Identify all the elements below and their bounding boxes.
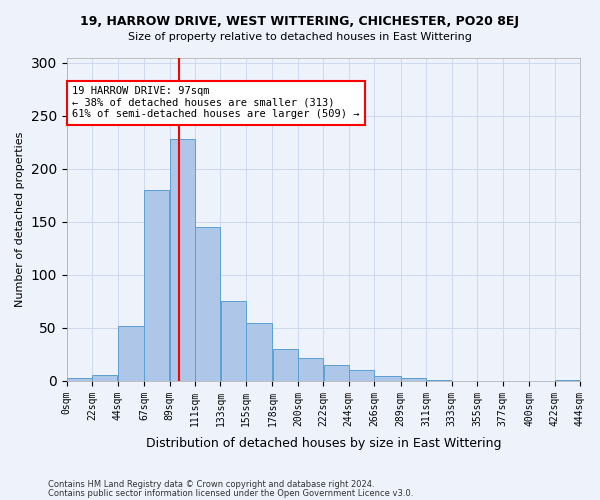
Bar: [349, 370, 374, 381]
Y-axis label: Number of detached properties: Number of detached properties: [15, 132, 25, 307]
Bar: [374, 376, 401, 381]
Text: 19 HARROW DRIVE: 97sqm
← 38% of detached houses are smaller (313)
61% of semi-de: 19 HARROW DRIVE: 97sqm ← 38% of detached…: [73, 86, 360, 120]
Bar: [67, 378, 92, 381]
Bar: [555, 380, 580, 381]
Bar: [298, 358, 323, 381]
Text: Contains HM Land Registry data © Crown copyright and database right 2024.: Contains HM Land Registry data © Crown c…: [48, 480, 374, 489]
Bar: [246, 322, 272, 381]
Bar: [273, 349, 298, 381]
X-axis label: Distribution of detached houses by size in East Wittering: Distribution of detached houses by size …: [146, 437, 501, 450]
Bar: [195, 227, 220, 381]
Bar: [170, 139, 195, 381]
Bar: [401, 378, 426, 381]
Text: Size of property relative to detached houses in East Wittering: Size of property relative to detached ho…: [128, 32, 472, 42]
Text: 19, HARROW DRIVE, WEST WITTERING, CHICHESTER, PO20 8EJ: 19, HARROW DRIVE, WEST WITTERING, CHICHE…: [80, 15, 520, 28]
Text: Contains public sector information licensed under the Open Government Licence v3: Contains public sector information licen…: [48, 488, 413, 498]
Bar: [221, 302, 245, 381]
Bar: [145, 190, 169, 381]
Bar: [427, 380, 451, 381]
Bar: [118, 326, 144, 381]
Bar: [92, 374, 117, 381]
Bar: [323, 365, 349, 381]
